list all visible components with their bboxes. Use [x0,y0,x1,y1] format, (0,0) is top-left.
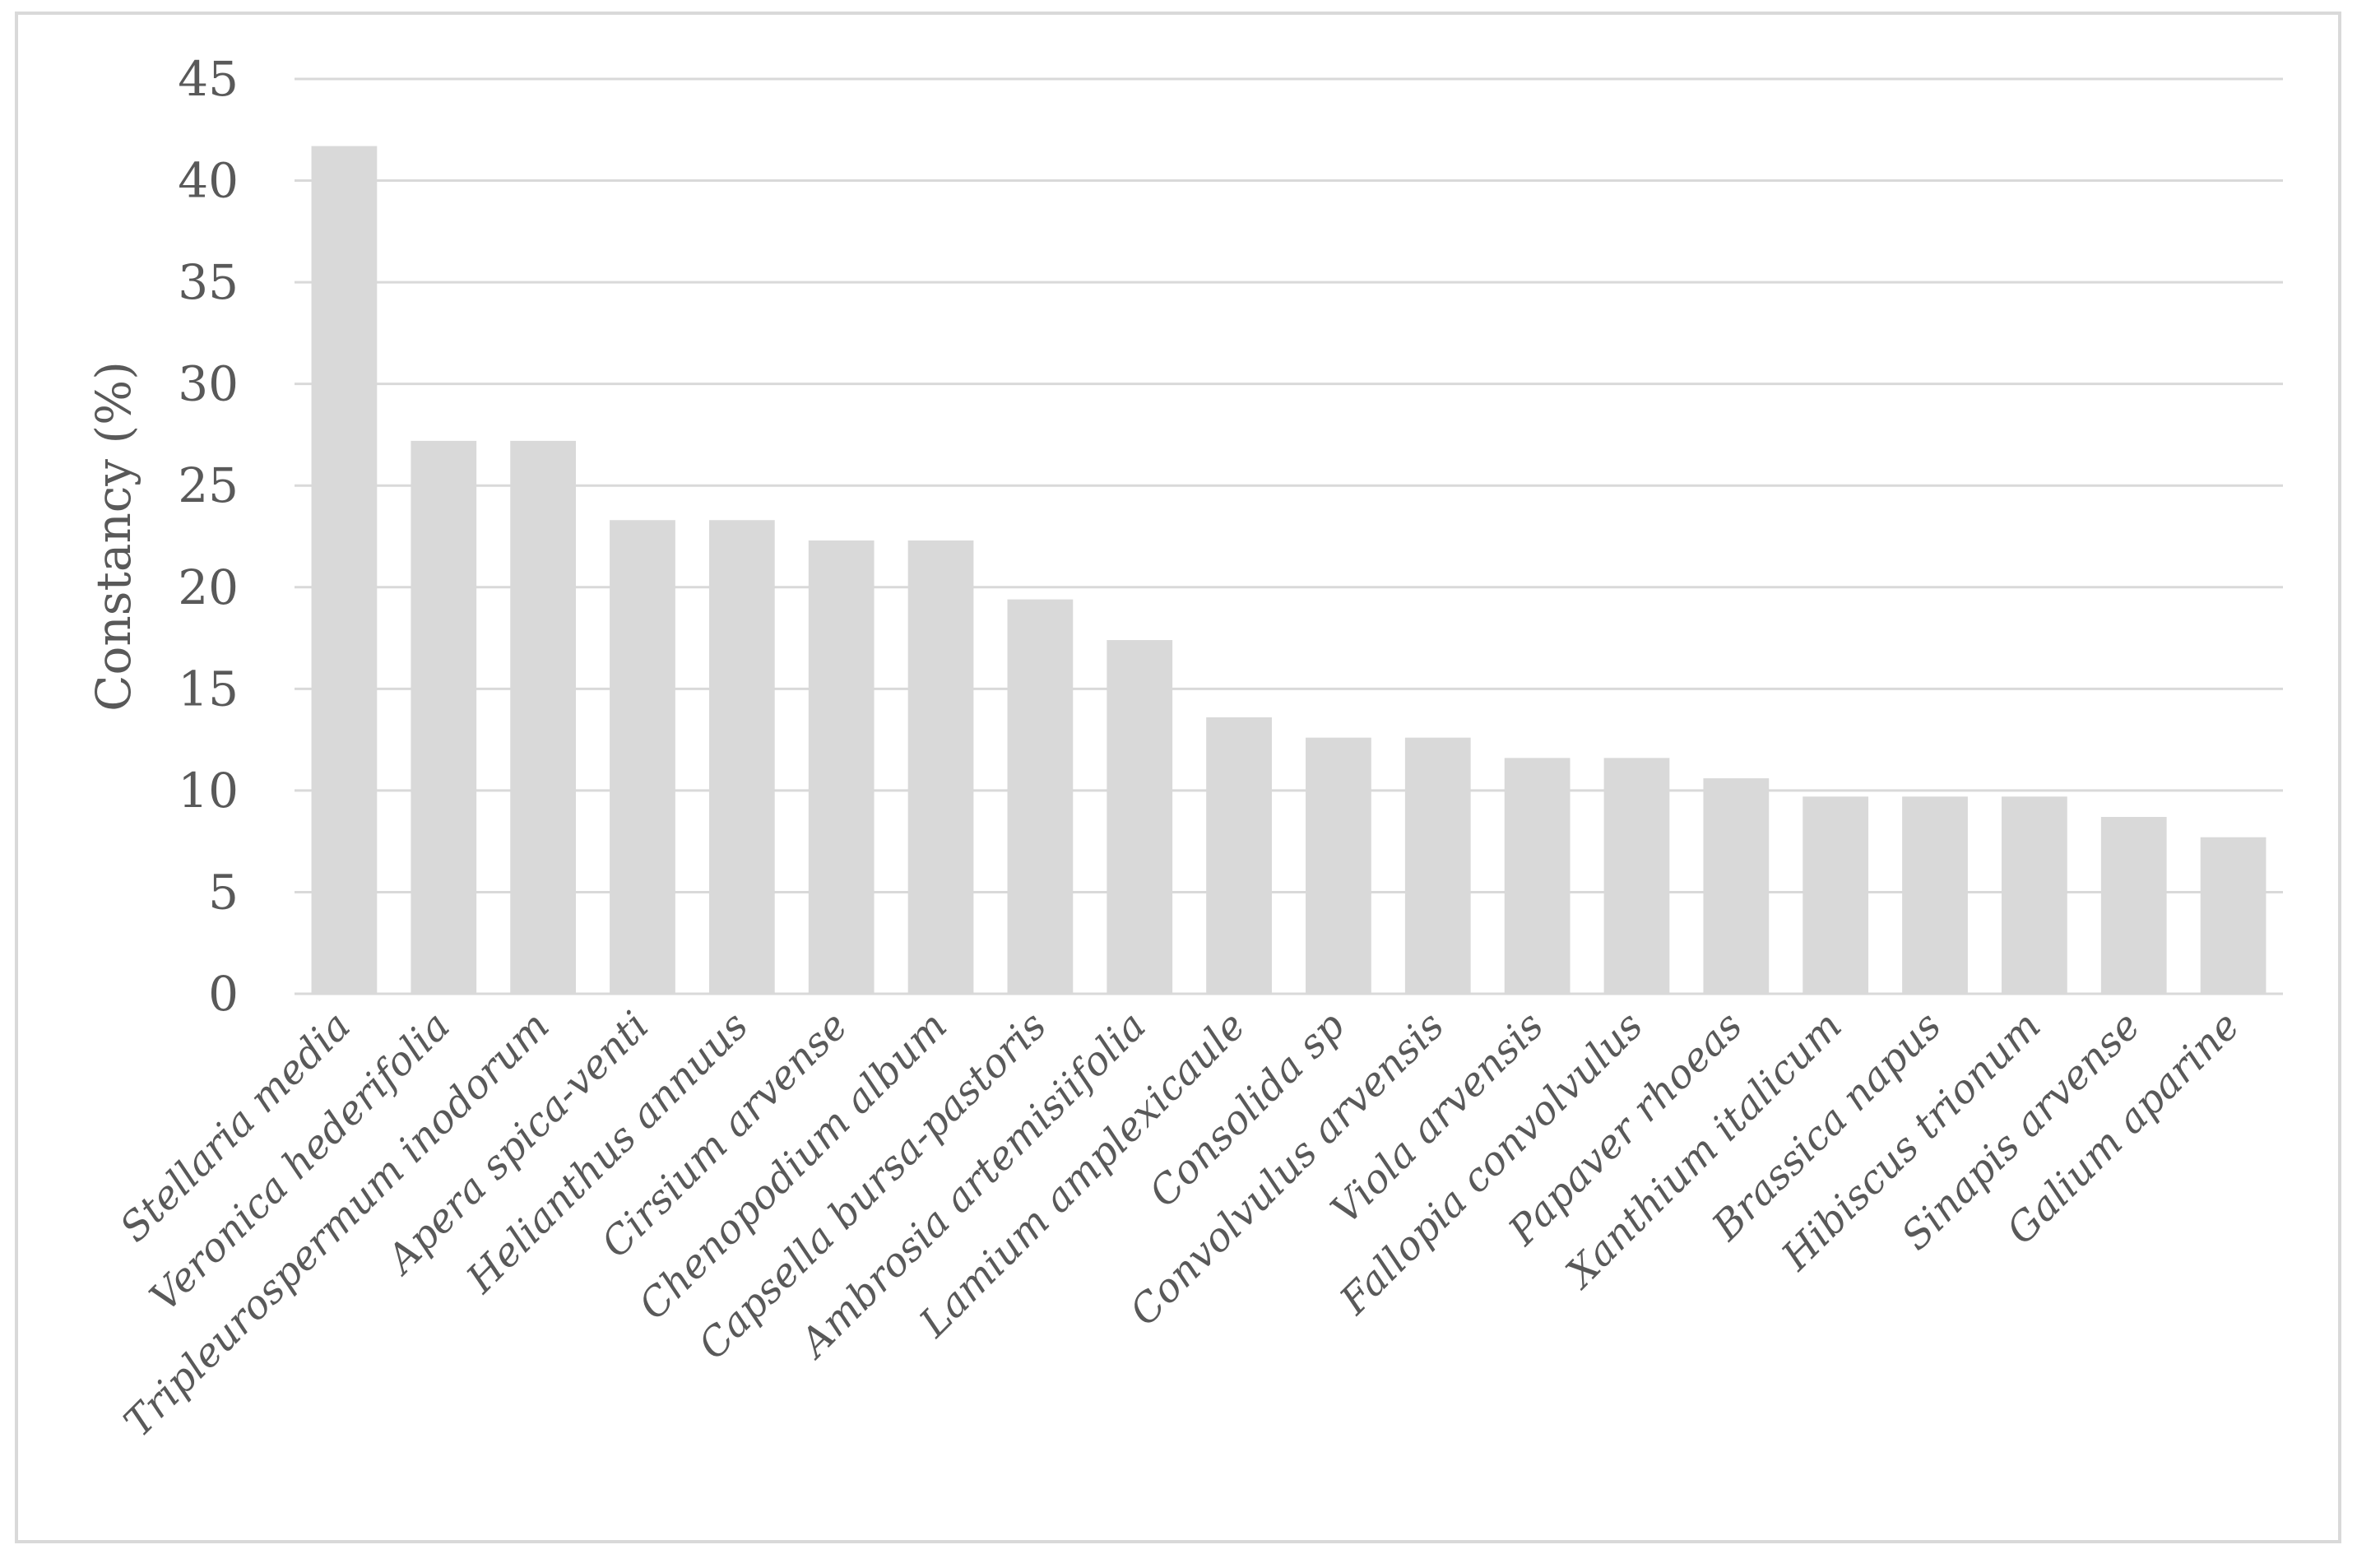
y-tick-label: 0 [208,966,239,1022]
bar [610,520,675,994]
y-tick-label: 5 [208,864,239,920]
bars [311,146,2267,995]
bar [1603,758,1670,994]
bar [510,440,577,994]
bar [1306,737,1371,994]
bar [1703,778,1770,994]
bar [1206,717,1272,994]
bar [2100,817,2167,994]
bar [411,440,477,994]
y-tick-label: 35 [178,254,239,310]
bar [1902,796,1968,994]
y-tick-label: 40 [178,153,239,209]
bar [311,146,378,995]
bar [2200,837,2267,994]
bar [1803,796,1869,994]
grid-lines [295,77,2283,995]
bar [2001,796,2067,994]
chart-frame [15,12,2341,1543]
y-tick-label: 15 [178,661,239,717]
y-tick-label: 10 [178,763,239,819]
bar [708,520,775,994]
y-axis-title: Constancy (%) [86,361,142,712]
y-tick-label: 30 [178,356,239,412]
y-tick-label: 45 [178,51,239,107]
y-tick-labels: 0 5 10 15 20 25 30 35 40 45 [178,51,239,1022]
bar [1504,758,1571,994]
bar [1007,599,1074,994]
bar [1404,737,1471,994]
x-tick-label: Tripleurospermum inodorum [115,1003,559,1446]
bar [907,540,974,994]
y-tick-label: 20 [178,559,239,615]
bar [808,540,875,994]
y-tick-label: 25 [178,457,239,513]
bar [1107,640,1173,994]
